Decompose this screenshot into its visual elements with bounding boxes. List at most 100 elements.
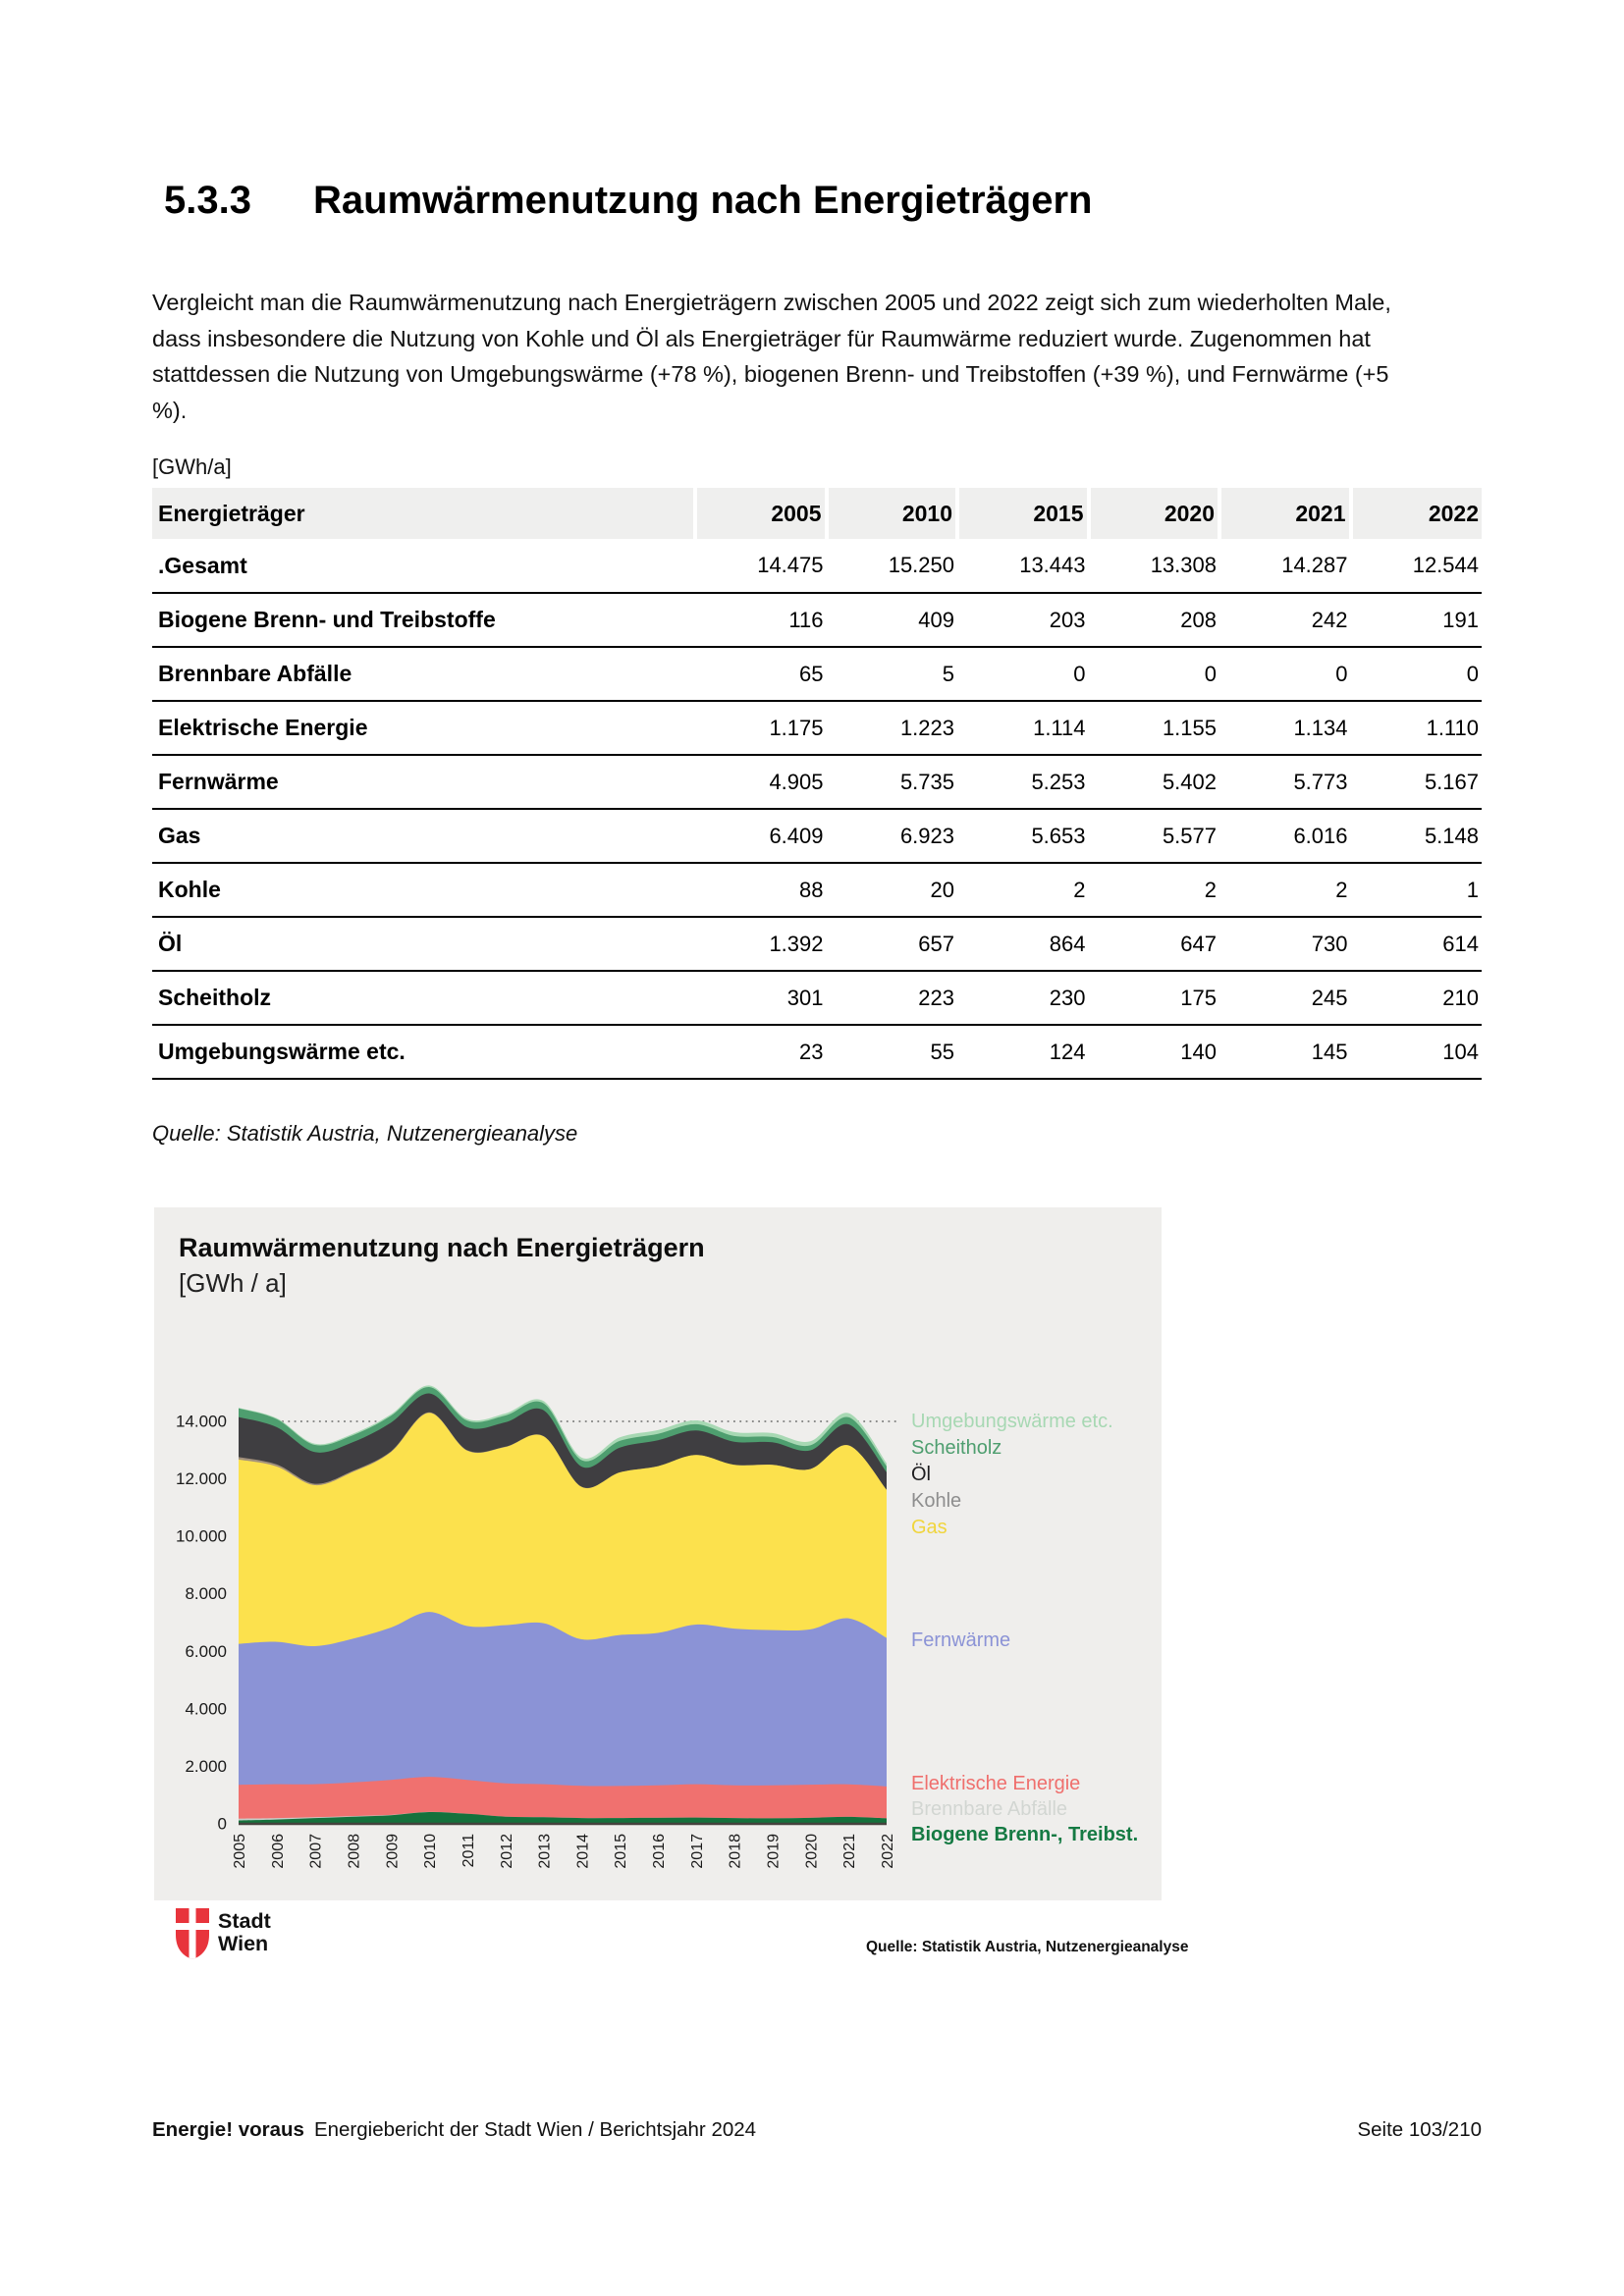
- row-value: 657: [918, 931, 954, 956]
- row-value: 2: [1335, 877, 1348, 902]
- stacked-area-chart: 2005 2006 2007 2008 2009 2010 2011 2012 2013 2014…: [176, 1385, 898, 1869]
- legend-label: Biogene Brenn-, Treibst.: [911, 1824, 1139, 1845]
- row-value: 15.250: [888, 553, 954, 577]
- row-label: Brennbare Abfälle: [158, 661, 352, 686]
- row-value: 1.134: [1293, 715, 1348, 740]
- row-value: 1.223: [899, 715, 954, 740]
- row-value: 1.175: [769, 715, 824, 740]
- row-value: 301: [786, 985, 824, 1010]
- row-value: 210: [1442, 985, 1479, 1010]
- legend-label: Brennbare Abfälle: [911, 1798, 1068, 1820]
- row-label: Öl: [158, 931, 183, 956]
- x-tick-label: 2005: [232, 1834, 248, 1869]
- column-header: Energieträger: [152, 488, 695, 539]
- table-source: Quelle: Statistik Austria, Nutzenergiean…: [152, 1121, 578, 1146]
- row-value: 191: [1442, 607, 1479, 632]
- row-value: 245: [1311, 985, 1348, 1010]
- row-value: 0: [1073, 661, 1086, 686]
- row-value: 2: [1073, 877, 1086, 902]
- row-value: 5.735: [899, 769, 954, 794]
- x-tick-label: 2018: [728, 1834, 744, 1869]
- row-value: 55: [930, 1039, 954, 1064]
- intro-paragraph: Vergleicht man die Raumwärmenutzung nach…: [152, 290, 1391, 423]
- x-tick-label: 2022: [880, 1834, 896, 1869]
- row-value: 124: [1049, 1039, 1086, 1064]
- row-label: Umgebungswärme etc.: [158, 1039, 406, 1064]
- x-tick-label: 2021: [841, 1834, 858, 1869]
- x-tick-label: 2015: [613, 1834, 629, 1869]
- table-row: .Gesamt 14.475 15.250 13.443 13.308 14.287 12.…: [152, 539, 1482, 593]
- row-label: Fernwärme: [158, 769, 279, 794]
- row-value: 14.475: [757, 553, 824, 577]
- row-value: 242: [1311, 607, 1348, 632]
- row-value: 2: [1204, 877, 1217, 902]
- table-row: Fernwärme 4.905 5.735 5.253 5.402 5.773 5.167: [152, 755, 1482, 809]
- row-value: 230: [1049, 985, 1086, 1010]
- row-value: 5.148: [1424, 823, 1479, 848]
- row-value: 614: [1442, 931, 1479, 956]
- row-value: 6.409: [769, 823, 824, 848]
- row-value: 13.443: [1019, 553, 1086, 577]
- row-value: 104: [1442, 1039, 1479, 1064]
- row-value: 203: [1049, 607, 1086, 632]
- table-row: Elektrische Energie 1.175 1.223 1.114 1.155 1…: [152, 701, 1482, 755]
- row-value: 208: [1180, 607, 1217, 632]
- footer-report-title: Energiebericht der Stadt Wien / Berichts…: [313, 2118, 757, 2141]
- row-value: 116: [788, 607, 824, 632]
- area-series: [239, 1811, 887, 1824]
- column-header: 2021: [1218, 488, 1351, 539]
- x-tick-label: 2009: [384, 1834, 401, 1869]
- row-label: Elektrische Energie: [158, 715, 368, 740]
- row-value: 5: [942, 661, 954, 686]
- table-row: Gas 6.409 6.923 5.653 5.577 6.016 5.148: [152, 809, 1482, 863]
- column-header: 2022: [1348, 488, 1482, 539]
- table-row: Kohle 88 20 2 2 2 1: [152, 863, 1482, 917]
- logo-text: Stadt Wien: [218, 1909, 271, 1955]
- legend-label: Öl: [911, 1464, 931, 1485]
- row-value: 140: [1180, 1039, 1217, 1064]
- chart-title: Raumwärmenutzung nach Energieträgern: [179, 1233, 705, 1262]
- row-value: 13.308: [1150, 553, 1217, 577]
- row-value: 20: [930, 877, 954, 902]
- row-value: 647: [1180, 931, 1217, 956]
- area-series: [239, 1777, 887, 1824]
- y-tick-label: 8.000: [185, 1584, 227, 1603]
- row-value: 1.114: [1033, 715, 1086, 740]
- table-body: .Gesamt 14.475 15.250 13.443 13.308 14.287 12.…: [152, 539, 1482, 1079]
- row-value: 175: [1180, 985, 1217, 1010]
- row-value: 1: [1466, 877, 1479, 902]
- x-tick-label: 2010: [422, 1834, 439, 1869]
- row-value: 0: [1466, 661, 1479, 686]
- row-value: 864: [1049, 931, 1086, 956]
- row-label: .Gesamt: [158, 552, 247, 578]
- row-value: 0: [1204, 661, 1217, 686]
- stadt-wien-logo: Stadt Wien: [176, 1908, 271, 1959]
- y-tick-label: 12.000: [176, 1469, 227, 1488]
- row-value: 1.155: [1162, 715, 1217, 740]
- row-value: 1.392: [769, 931, 824, 956]
- x-tick-label: 2008: [347, 1834, 363, 1869]
- x-tick-label: 2012: [499, 1834, 515, 1869]
- table-row: Biogene Brenn- und Treibstoffe 116 409 203 2…: [152, 593, 1482, 647]
- x-tick-label: 2013: [537, 1834, 554, 1869]
- x-tick-label: 2016: [651, 1834, 668, 1869]
- page-title: Raumwärmenutzung nach Energieträgern: [313, 179, 1093, 222]
- row-value: 23: [799, 1039, 824, 1064]
- row-value: 730: [1311, 931, 1348, 956]
- row-label: Gas: [158, 823, 201, 848]
- legend-label: Gas: [911, 1517, 947, 1538]
- row-value: 6.016: [1293, 823, 1348, 848]
- row-value: 5.653: [1031, 823, 1086, 848]
- wien-shield-icon: [176, 1908, 209, 1959]
- row-value: 1.110: [1426, 715, 1479, 740]
- row-value: 5.167: [1424, 769, 1479, 794]
- x-tick-label: 2006: [270, 1834, 287, 1869]
- energy-table: Energieträger 2005 2010 2015 2020 2021 2022 .G…: [152, 488, 1482, 1080]
- row-value: 223: [918, 985, 954, 1010]
- row-label: Scheitholz: [158, 985, 272, 1010]
- row-value: 5.773: [1293, 769, 1348, 794]
- y-tick-label: 4.000: [185, 1699, 227, 1718]
- row-value: 65: [799, 661, 824, 686]
- legend-label: Elektrische Energie: [911, 1773, 1081, 1794]
